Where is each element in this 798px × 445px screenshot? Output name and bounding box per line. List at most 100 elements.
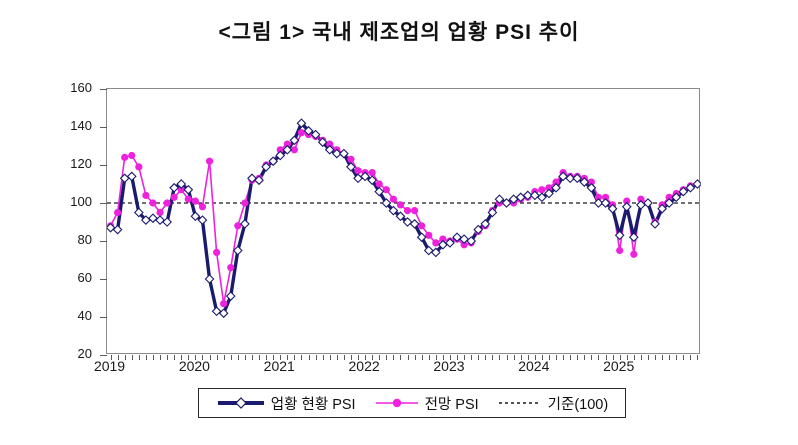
y-axis-tick [100, 127, 107, 128]
series-line-actual [110, 121, 699, 315]
x-axis-tick [591, 355, 593, 360]
y-axis-label: 100 [70, 194, 92, 209]
x-axis-tick [690, 355, 692, 360]
x-axis-tick [287, 355, 289, 360]
x-axis-tick [662, 355, 664, 360]
x-axis-tick [131, 355, 133, 360]
y-axis-label: 80 [77, 232, 92, 247]
x-axis-tick [697, 355, 699, 360]
x-axis-tick [145, 355, 147, 360]
x-axis-tick [251, 355, 253, 360]
legend-label-baseline: 기준(100) [547, 396, 609, 413]
x-axis-label: 2021 [263, 358, 295, 374]
x-axis-tick [294, 355, 296, 360]
x-axis-tick [117, 355, 119, 360]
x-axis-tick [499, 355, 501, 360]
x-axis-tick [457, 355, 459, 360]
x-axis-tick [669, 355, 671, 360]
x-axis-tick [520, 355, 522, 360]
x-axis-tick [174, 355, 176, 360]
x-axis-tick [138, 355, 140, 360]
x-axis-tick [428, 355, 430, 360]
x-axis-tick [626, 355, 628, 360]
legend-swatch-forecast-icon [375, 398, 418, 408]
x-axis-label: 2023 [433, 358, 465, 374]
x-axis-tick [676, 355, 678, 360]
y-axis-label: 60 [77, 270, 92, 285]
legend-label-forecast: 전망 PSI [424, 396, 479, 413]
x-axis-tick [329, 355, 331, 360]
x-axis-tick [365, 355, 367, 360]
x-axis-tick [181, 355, 183, 360]
x-axis-tick [541, 355, 543, 360]
page-title: <그림 1> 국내 제조업의 업황 PSI 추이 [218, 21, 580, 44]
x-axis-tick [336, 355, 338, 360]
x-axis-tick [160, 355, 162, 360]
legend-swatch-actual-icon [217, 397, 264, 409]
series-markers-actual [107, 118, 701, 319]
x-axis-tick [393, 355, 395, 360]
x-axis-label: 2022 [348, 358, 380, 374]
x-axis-tick [152, 355, 154, 360]
x-axis-tick [266, 355, 268, 360]
x-axis-tick [584, 355, 586, 360]
y-axis-tick [100, 317, 107, 318]
x-axis-tick [308, 355, 310, 360]
x-axis-label: 2020 [178, 358, 210, 374]
x-axis-label: 2024 [518, 358, 550, 374]
x-axis-tick [506, 355, 508, 360]
x-axis-tick [421, 355, 423, 360]
chart-canvas [107, 118, 701, 319]
x-axis-tick [167, 355, 169, 360]
chart-legend: 업황 현황 PSI 전망 PSI 기준(100) [198, 388, 626, 418]
x-axis-tick [209, 355, 211, 360]
x-axis-tick [414, 355, 416, 360]
y-axis-label: 20 [77, 346, 92, 361]
y-axis-tick [100, 355, 107, 356]
x-axis-label: 2019 [93, 358, 126, 374]
x-axis-tick [315, 355, 317, 360]
x-axis-tick [223, 355, 225, 360]
x-axis-tick [124, 355, 126, 360]
x-axis-tick [633, 355, 635, 360]
x-axis-tick [612, 355, 614, 360]
x-axis-tick [492, 355, 494, 360]
y-axis-label: 40 [77, 308, 92, 323]
x-axis-tick [534, 355, 536, 360]
x-axis-tick [202, 355, 204, 360]
x-axis-tick [372, 355, 374, 360]
y-axis-label: 120 [70, 156, 92, 171]
y-axis-tick [100, 241, 107, 242]
legend-label-actual: 업황 현황 PSI [270, 396, 356, 413]
x-axis-tick [301, 355, 303, 360]
x-axis-tick [478, 355, 480, 360]
x-axis-tick [259, 355, 261, 360]
x-axis-tick [280, 355, 282, 360]
legend-item-forecast: 전망 PSI [374, 393, 479, 414]
x-axis-tick [110, 355, 112, 360]
plot-area [100, 88, 701, 360]
x-axis-tick [548, 355, 550, 360]
x-axis-tick [230, 355, 232, 360]
x-axis-tick [237, 355, 239, 360]
x-axis-tick [386, 355, 388, 360]
x-axis-tick [350, 355, 352, 360]
x-axis-tick [442, 355, 444, 360]
x-axis-tick [400, 355, 402, 360]
legend-item-actual: 업황 현황 PSI [216, 393, 356, 414]
x-axis-tick [464, 355, 466, 360]
x-axis-tick [655, 355, 657, 360]
x-axis-tick [683, 355, 685, 360]
x-axis-tick [570, 355, 572, 360]
x-axis-tick [556, 355, 558, 360]
y-axis-tick [100, 279, 107, 280]
x-axis-tick [485, 355, 487, 360]
y-axis-tick [100, 165, 107, 166]
x-axis-tick [244, 355, 246, 360]
x-axis-tick [449, 355, 451, 360]
x-axis-tick [407, 355, 409, 360]
x-axis-tick [343, 355, 345, 360]
x-axis-tick [216, 355, 218, 360]
x-axis-tick [273, 355, 275, 360]
x-axis-tick [647, 355, 649, 360]
